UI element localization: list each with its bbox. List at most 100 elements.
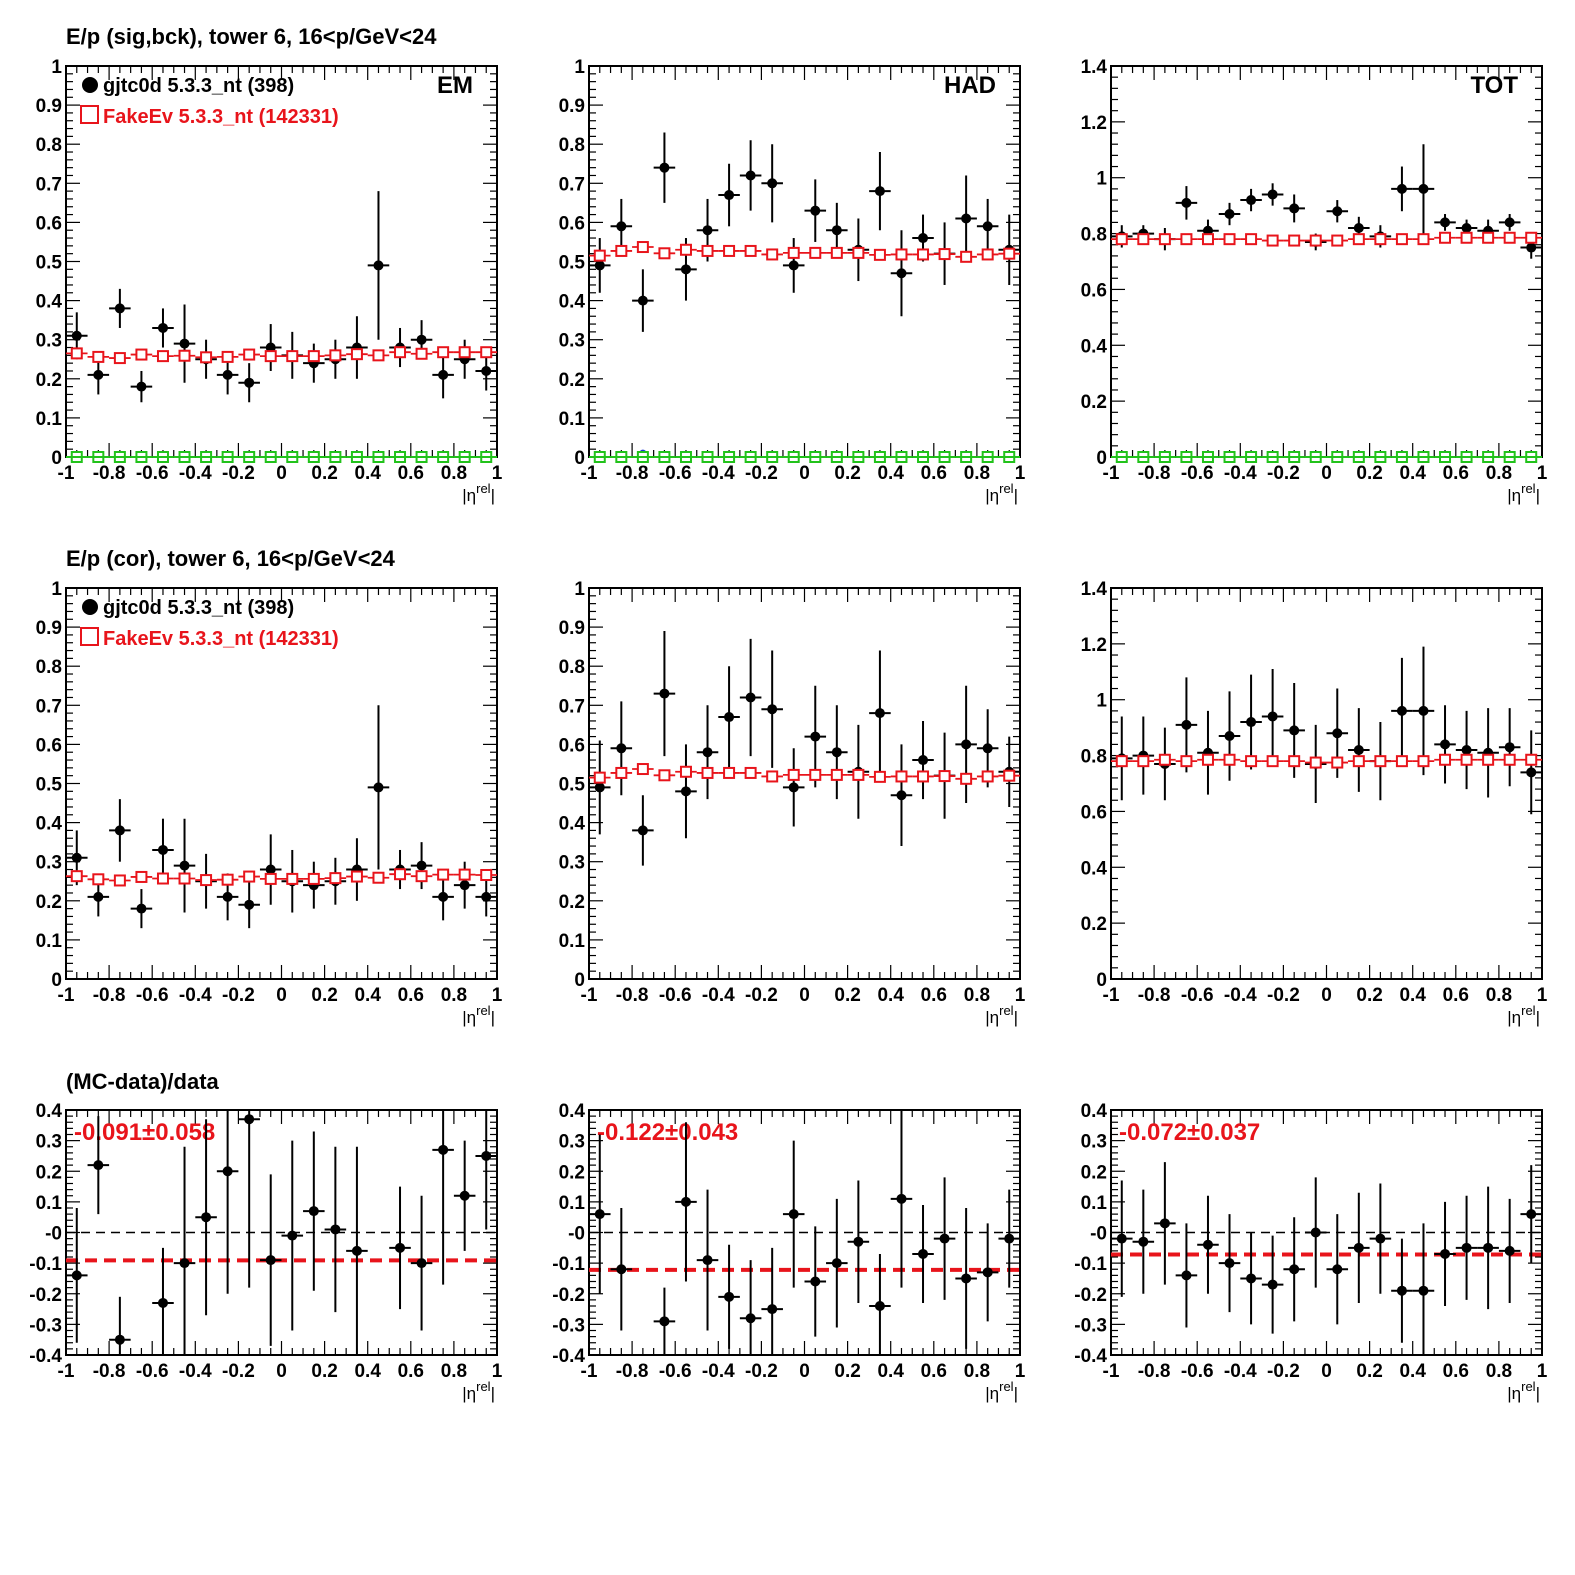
data-point	[853, 1236, 864, 1247]
mc-point	[1460, 231, 1473, 244]
data-point	[1289, 203, 1300, 214]
mc-point	[917, 248, 930, 261]
x-tick-label: -0.8	[93, 1361, 126, 1382]
mc-point	[1158, 233, 1171, 246]
mc-point	[615, 244, 628, 257]
y-tick-label: 0.2	[1081, 1162, 1107, 1183]
x-tick-label: -0.8	[616, 463, 649, 484]
mc-point	[1374, 755, 1387, 768]
frame	[1110, 65, 1543, 458]
x-tick-label: 0.4	[1399, 463, 1426, 484]
y-tick-label: 0.2	[1081, 392, 1107, 413]
mc-point	[92, 873, 105, 886]
mc-point	[895, 248, 908, 261]
x-tick-label: 0.4	[877, 985, 904, 1006]
x-axis-label: |ηrel|	[462, 1379, 495, 1403]
data-point	[114, 1334, 125, 1345]
data-point	[659, 1316, 670, 1327]
y-tick-label: 0.7	[559, 696, 585, 717]
series-mc	[66, 868, 497, 887]
x-tick-label: 0.2	[1356, 985, 1382, 1006]
data-point	[896, 1193, 907, 1204]
mc-point	[658, 769, 671, 782]
mc-point	[1180, 233, 1193, 246]
x-tick-label: 0.2	[311, 463, 337, 484]
mc-point	[938, 248, 951, 261]
mc-point	[1460, 753, 1473, 766]
mc-point	[415, 347, 428, 360]
data-point	[616, 743, 627, 754]
x-tick-label: -0.6	[1181, 1361, 1214, 1382]
series-data	[589, 631, 1020, 866]
panel-had-sig-bck: -1 -0.8 -0.6 -0.4 -0.2 0 0.2 0.4 0.6 0.8 1 0 0.1 0.2 0…	[559, 57, 1026, 505]
x-tick-label: 1	[1015, 985, 1026, 1006]
data-point	[93, 891, 104, 902]
data-point	[788, 260, 799, 271]
mc-point	[1266, 755, 1279, 768]
x-tick-label: 0.8	[964, 985, 990, 1006]
x-tick-label: 0	[276, 463, 287, 484]
x-tick-label: 0.6	[1443, 985, 1469, 1006]
legend-data-marker	[82, 77, 98, 93]
mc-point	[895, 770, 908, 783]
y-tick-label: 0.9	[559, 618, 585, 639]
y-tick-label: 1.4	[1081, 57, 1108, 78]
legend-data-marker	[82, 599, 98, 615]
data-point	[71, 1270, 82, 1281]
data-point	[351, 1245, 362, 1256]
mc-point	[873, 248, 886, 261]
x-tick-label: 0.4	[354, 463, 381, 484]
data-point	[373, 260, 384, 271]
mc-point	[70, 870, 83, 883]
data-point	[874, 1301, 885, 1311]
data-point	[788, 782, 799, 793]
data-point	[222, 1166, 233, 1177]
mc-point	[1245, 233, 1258, 246]
mc-point	[981, 248, 994, 261]
x-tick-label: -0.6	[659, 1361, 692, 1382]
mc-point	[830, 246, 843, 259]
data-point	[438, 1144, 449, 1155]
data-point	[1289, 725, 1300, 736]
x-tick-label: 0.8	[441, 1361, 467, 1382]
data-point	[896, 268, 907, 279]
data-point	[330, 1224, 341, 1235]
mc-point	[156, 350, 169, 363]
series-bck_green	[589, 451, 1020, 463]
y-tick-label: 0	[574, 970, 585, 991]
mc-point	[1137, 755, 1150, 768]
legend-data-label: gjtc0d 5.3.3_nt (398)	[103, 75, 294, 97]
mc-point	[437, 346, 450, 359]
y-tick-label: 0.4	[559, 1101, 586, 1122]
x-tick-label: 0.4	[1399, 985, 1426, 1006]
mc-point	[329, 349, 342, 362]
row-title-ratio: (MC-data)/data	[66, 1069, 220, 1094]
y-tick-label: 0.8	[559, 135, 585, 156]
y-tick-label: 0.2	[559, 892, 585, 913]
y-tick-label: 0.8	[36, 657, 62, 678]
x-tick-label: -0.4	[179, 1361, 212, 1382]
data-point	[1418, 1285, 1429, 1296]
x-tick-label: 0.8	[1486, 463, 1512, 484]
x-tick-label: 0	[276, 985, 287, 1006]
mc-point	[1417, 233, 1430, 246]
data-point	[265, 342, 276, 353]
data-point	[416, 860, 427, 871]
mc-point	[917, 770, 930, 783]
data-point	[179, 860, 190, 871]
data-point	[438, 369, 449, 380]
data-point	[287, 1230, 298, 1241]
x-tick-label: -0.2	[1267, 463, 1300, 484]
data-point	[1461, 222, 1472, 233]
x-tick-label: 0.2	[834, 1361, 860, 1382]
panel-had-ratio: -1 -0.8 -0.6 -0.4 -0.2 0 0.2 0.4 0.6 0.8 1 -0.4 -0.3…	[552, 1101, 1025, 1403]
x-tick-label: -0.6	[136, 463, 169, 484]
y-tick-label: -0.3	[1074, 1315, 1107, 1336]
series-mc	[589, 241, 1020, 263]
mc-point	[1374, 233, 1387, 246]
x-tick-label: 0	[1321, 463, 1332, 484]
data-point	[201, 1212, 212, 1223]
y-tick-label: 0	[1096, 448, 1107, 469]
x-tick-label: 0.4	[877, 1361, 904, 1382]
x-tick-label: 0.4	[354, 985, 381, 1006]
